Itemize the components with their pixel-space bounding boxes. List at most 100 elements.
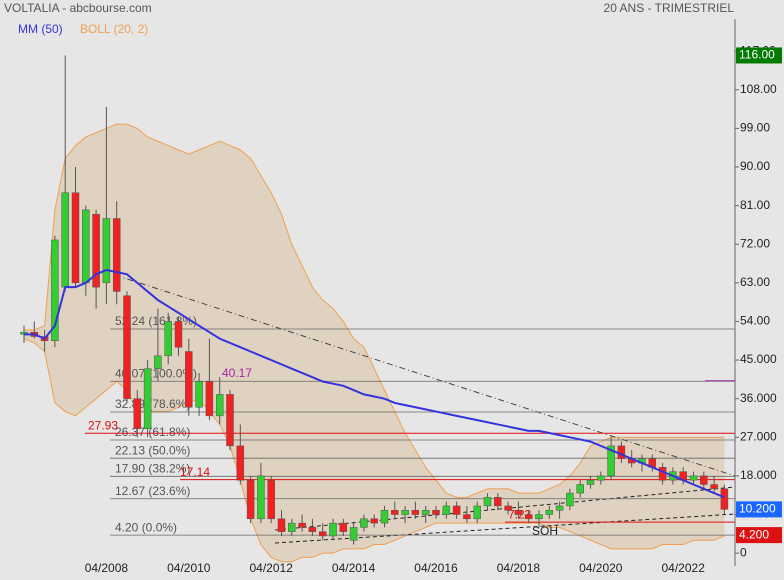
candle-body [133, 398, 142, 429]
price-tag-label: 4.200 [739, 527, 769, 541]
candle-body [288, 522, 296, 532]
y-tick-label: 27.000 [740, 429, 777, 443]
x-tick-label: 04/2020 [579, 561, 623, 575]
candle-body [658, 467, 667, 481]
candle-body [463, 514, 471, 520]
candle-body [154, 355, 162, 369]
candle-body [555, 505, 564, 511]
candle-body [61, 192, 69, 288]
candles [20, 55, 729, 545]
candle-body [246, 479, 255, 520]
candle-body [607, 445, 615, 477]
candle-body [535, 514, 543, 520]
candle-body [71, 192, 80, 284]
price-tag [736, 501, 782, 518]
candle-body [102, 218, 111, 284]
candle-body [82, 209, 90, 284]
price-tag [736, 47, 782, 64]
y-tick-label: 45.000 [740, 352, 777, 366]
candle-body [298, 522, 306, 528]
candle-body [195, 381, 203, 408]
candle-body [329, 522, 337, 537]
candle-body [411, 509, 420, 515]
candle-body [51, 239, 59, 342]
candle-body [185, 351, 193, 408]
band-area [24, 124, 725, 562]
candle-body [174, 321, 183, 348]
candle-body [566, 492, 574, 507]
candle-body [257, 475, 265, 520]
y-tick-label: 108.00 [740, 82, 777, 96]
candle-body [143, 368, 152, 429]
candle-body [586, 479, 595, 485]
candle-body [720, 488, 729, 510]
y-tick-label: 81.00 [740, 198, 770, 212]
candle-body [545, 509, 554, 515]
price-level-label: 17.14 [180, 465, 210, 479]
candle-body [318, 531, 327, 537]
fib-label: 12.67 (23.6%) [115, 484, 190, 498]
y-tick-label: 36.000 [740, 391, 777, 405]
price-level-label: 40.17 [222, 366, 252, 380]
price-tag [736, 527, 782, 544]
candle-body [617, 445, 626, 459]
candle-body [700, 475, 708, 485]
candle-body [349, 527, 358, 541]
candle-body [473, 505, 481, 520]
y-tick-label: 0 [740, 545, 747, 559]
y-tick-label: 54.00 [740, 314, 770, 328]
candle-body [494, 497, 502, 507]
candle-body [164, 321, 172, 357]
candle-body [370, 518, 378, 524]
candle-body [236, 445, 245, 481]
chart-subtitle: 20 ANS - TRIMESTRIEL [604, 1, 735, 15]
candle-body [483, 497, 492, 507]
candle-body [380, 509, 389, 524]
candle-body [92, 213, 100, 288]
y-tick-label: 63.00 [740, 275, 770, 289]
fib-label: 26.37 (61.8%) [115, 425, 190, 439]
candle-body [215, 394, 224, 417]
y-tick-label: 72.00 [740, 236, 770, 250]
price-level-label: 27.93 [88, 418, 118, 432]
candle-body [514, 509, 523, 515]
candle-body [576, 484, 584, 494]
band-line [24, 123, 725, 498]
price-tag-label: 116.00 [739, 48, 775, 62]
candle-body [710, 484, 718, 490]
chart-title: VOLTALIA - abcbourse.com [4, 1, 152, 15]
candle-body [452, 505, 461, 515]
candle-body [267, 479, 275, 520]
y-tick-label: 18.000 [740, 468, 777, 482]
x-tick-label: 04/2016 [414, 561, 458, 575]
candle-body [360, 518, 368, 528]
x-tick-label: 04/2022 [662, 561, 706, 575]
legend-label: MM (50) [18, 22, 63, 36]
candle-body [391, 509, 399, 515]
candle-body [504, 505, 512, 511]
x-tick-label: 04/2014 [332, 561, 376, 575]
annotation: SOH [532, 524, 558, 538]
x-tick-label: 04/2012 [250, 561, 294, 575]
candle-body [205, 381, 214, 417]
candle-body [277, 518, 286, 532]
fib-label: 32.89 (78.6%) [115, 397, 190, 411]
x-tick-label: 04/2018 [497, 561, 541, 575]
candle-body [421, 509, 430, 515]
candle-body [597, 475, 605, 481]
moving-average [24, 268, 725, 499]
fib-label: 17.90 (38.2%) [115, 462, 190, 476]
x-tick-label: 04/2010 [167, 561, 211, 575]
fib-label: 4.20 (0.0%) [115, 520, 177, 534]
y-tick-label: 90.00 [740, 159, 770, 173]
candle-body [226, 394, 234, 447]
x-tick-label: 04/2008 [85, 561, 129, 575]
candle-body [689, 475, 698, 481]
trend-line [114, 274, 736, 477]
candle-body [123, 295, 131, 399]
candle-body [112, 218, 121, 292]
candle-body [442, 505, 451, 515]
fib-label: 40.07 (100.0%) [115, 366, 197, 380]
candle-body [401, 509, 409, 515]
